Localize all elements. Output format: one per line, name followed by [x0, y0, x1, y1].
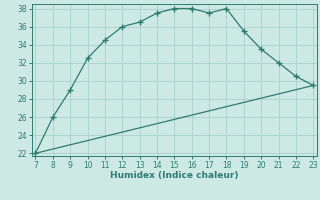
X-axis label: Humidex (Indice chaleur): Humidex (Indice chaleur)	[110, 171, 239, 180]
